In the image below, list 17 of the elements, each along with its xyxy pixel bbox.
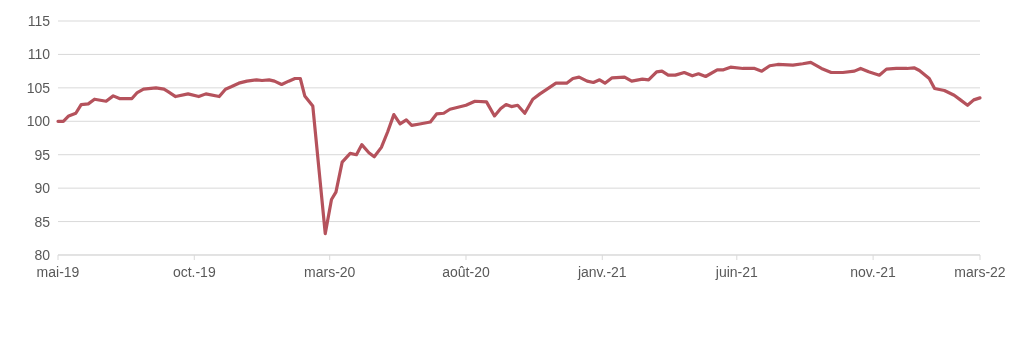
x-tick-label: oct.-19 <box>172 264 216 280</box>
x-tick-label: janv.-21 <box>576 264 627 280</box>
y-tick-label: 95 <box>34 146 51 163</box>
y-tick-label: 90 <box>34 180 51 197</box>
y-tick-label: 100 <box>26 113 51 130</box>
y-tick-label: 115 <box>27 13 51 29</box>
y-tick-label: 85 <box>34 213 51 230</box>
y-tick-label: 80 <box>34 247 51 263</box>
x-tick-label: nov.-21 <box>850 264 897 280</box>
x-tick-label: mars-22 <box>954 264 1006 280</box>
x-tick-label: août-20 <box>442 264 490 280</box>
y-tick-label: 105 <box>26 79 51 96</box>
y-tick-label: 110 <box>27 46 51 63</box>
x-tick-label: juin-21 <box>714 264 759 280</box>
line-series <box>56 60 982 236</box>
x-tick-label: mai-19 <box>36 264 80 280</box>
x-tick-label: mars-20 <box>304 264 356 280</box>
